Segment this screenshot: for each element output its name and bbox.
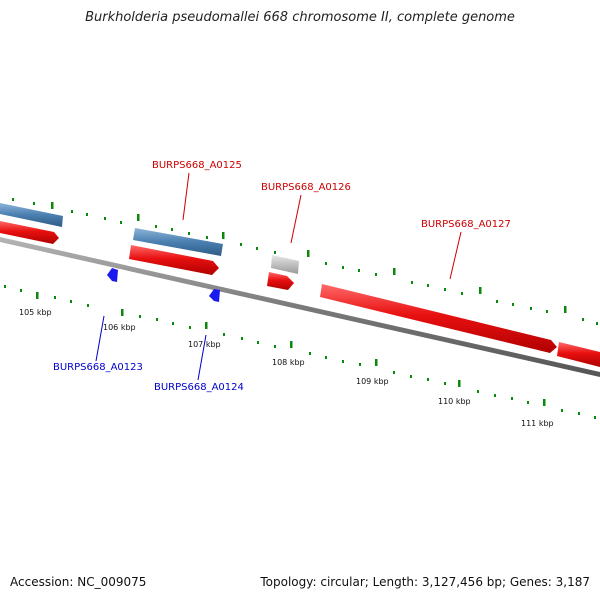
red-cds-a0127[interactable] (320, 284, 557, 353)
steelblue-feature-a0125[interactable] (133, 228, 223, 256)
blue-cds-a0123[interactable] (107, 268, 118, 282)
leader-line-a0124 (197, 334, 207, 381)
genome-summary-text: Topology: circular; Length: 3,127,456 bp… (260, 575, 590, 589)
gene-label-a0124[interactable]: BURPS668_A0124 (154, 382, 244, 393)
tick-label-110: 110 kbp (438, 397, 471, 406)
gene-label-a0127[interactable]: BURPS668_A0127 (421, 219, 511, 230)
gene-label-a0125[interactable]: BURPS668_A0125 (152, 160, 242, 171)
map-title: Burkholderia pseudomallei 668 chromosome… (85, 10, 515, 25)
chromosome-backbone (0, 237, 600, 377)
tick-label-108: 108 kbp (272, 358, 305, 367)
red-cds-a0125[interactable] (129, 245, 219, 275)
tick-label-106: 106 kbp (103, 323, 136, 332)
upper-tick-row (12, 198, 598, 325)
leader-line-a0125 (182, 172, 190, 221)
leader-line-a0126 (290, 194, 302, 244)
red-cds-left[interactable] (0, 221, 59, 244)
grey-feature-a0126[interactable] (271, 255, 299, 274)
leader-line-a0123 (95, 315, 105, 362)
red-cds-a0126[interactable] (267, 272, 294, 290)
leader-line-a0127 (449, 231, 462, 280)
steelblue-feature-left[interactable] (0, 203, 63, 227)
tick-label-109: 109 kbp (356, 377, 389, 386)
gene-label-a0123[interactable]: BURPS668_A0123 (53, 362, 143, 373)
tick-label-111: 111 kbp (521, 419, 554, 428)
lower-tick-row (4, 285, 596, 419)
blue-cds-a0124[interactable] (209, 289, 220, 302)
red-cds-right[interactable] (557, 342, 600, 367)
gene-label-a0126[interactable]: BURPS668_A0126 (261, 182, 351, 193)
tick-label-105: 105 kbp (19, 308, 52, 317)
accession-text: Accession: NC_009075 (10, 575, 147, 589)
